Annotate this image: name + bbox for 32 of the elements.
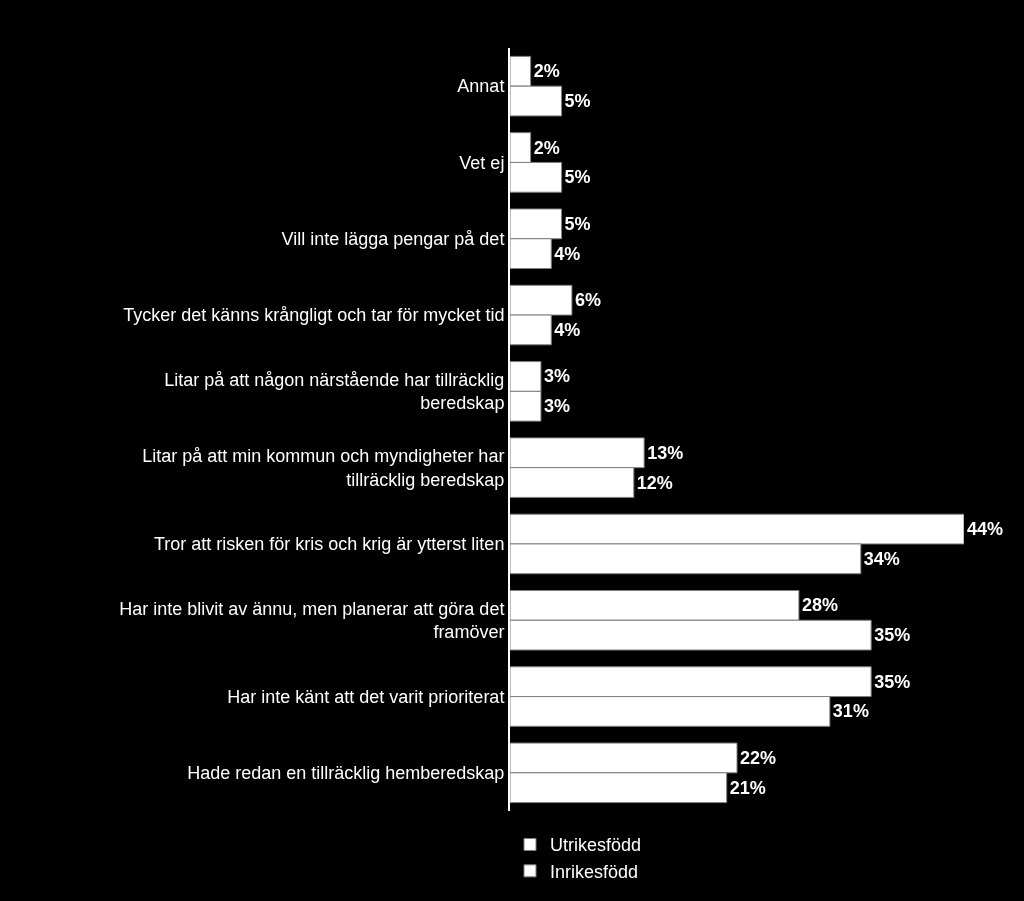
data-label: 3%: [543, 366, 570, 387]
y-tick-label: Vill inte lägga pengar på det: [281, 229, 505, 250]
legend-label: Utrikesfödd: [550, 835, 642, 856]
data-label: 35%: [874, 625, 911, 646]
data-label: 2%: [533, 137, 560, 158]
y-tick-label: Tycker det känns krångligt och tar för mycket tid: [123, 305, 505, 326]
data-label: 2%: [533, 61, 560, 82]
y-tick-label: Vet ej: [459, 152, 505, 173]
y-tick-label: Hade redan en tillräcklig hemberedskap: [187, 763, 505, 784]
data-label: 5%: [564, 213, 591, 234]
data-label: 5%: [564, 167, 591, 188]
data-label: 4%: [554, 243, 581, 264]
data-label: 4%: [554, 319, 581, 340]
data-label: 21%: [729, 777, 766, 798]
data-label: 6%: [574, 290, 601, 311]
data-label: 13%: [647, 442, 684, 463]
data-label: 31%: [832, 701, 869, 722]
legend-label: Inrikesfödd: [550, 861, 639, 882]
data-label: 35%: [874, 671, 911, 692]
data-label: 34%: [863, 548, 900, 569]
y-tick-label: Litar på att någon närstående har tillräcklig beredskap: [164, 369, 505, 414]
y-tick-label: Har inte känt att det varit prioriterat: [227, 686, 505, 707]
data-label: 5%: [564, 91, 591, 112]
y-tick-label: Litar på att min kommun och myndigheter har tillräcklig beredskap: [142, 446, 505, 490]
y-tick-label: Tror att risken för kris och krig är ytterst liten: [153, 534, 505, 555]
y-tick-label: Annat: [457, 76, 505, 97]
data-label: 44%: [967, 519, 1004, 540]
data-label: 3%: [543, 396, 570, 417]
data-label: 22%: [740, 747, 777, 768]
y-tick-label: Har inte blivit av ännu, men planerar att göra det framöver: [119, 598, 505, 643]
data-label: 12%: [636, 472, 673, 493]
data-label: 28%: [801, 595, 838, 616]
